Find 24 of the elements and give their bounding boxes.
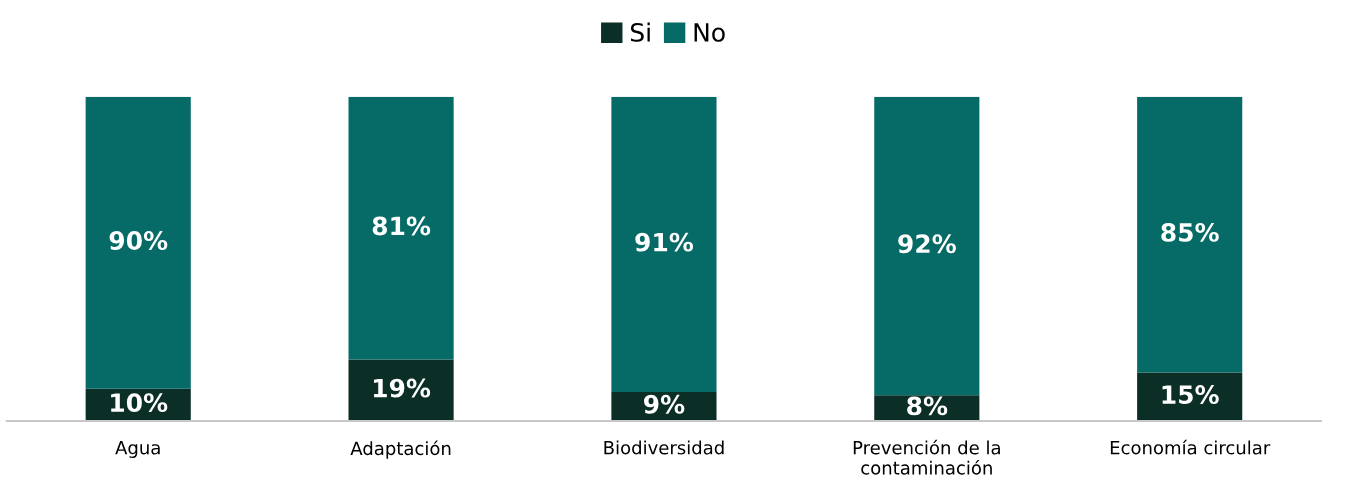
legend-label: Si xyxy=(630,22,650,42)
bar xyxy=(1137,372,1243,422)
x-tick-label: Economía circular xyxy=(1110,439,1271,455)
data-label: 91% xyxy=(635,232,694,252)
bar xyxy=(1137,96,1243,373)
data-label: 8% xyxy=(907,396,948,416)
data-label: 85% xyxy=(1161,222,1219,242)
bar xyxy=(85,96,191,389)
x-tick-label: Adaptación xyxy=(350,440,451,459)
x-tick-label: Prevención de la contaminación xyxy=(853,439,1000,475)
data-label: 19% xyxy=(373,378,431,398)
bar xyxy=(611,96,717,392)
x-tick-label: Agua xyxy=(115,441,160,458)
data-label: 90% xyxy=(109,231,168,250)
data-label: 9% xyxy=(644,394,685,414)
bar xyxy=(874,96,980,396)
legend-label: No xyxy=(694,23,725,42)
bar xyxy=(348,359,454,422)
data-label: 92% xyxy=(898,234,956,254)
data-label: 81% xyxy=(372,216,431,236)
data-label: 15% xyxy=(1162,385,1219,405)
data-label: 10% xyxy=(111,393,168,413)
x-tick-label: Biodiversidad xyxy=(604,440,724,455)
bar xyxy=(348,96,454,360)
